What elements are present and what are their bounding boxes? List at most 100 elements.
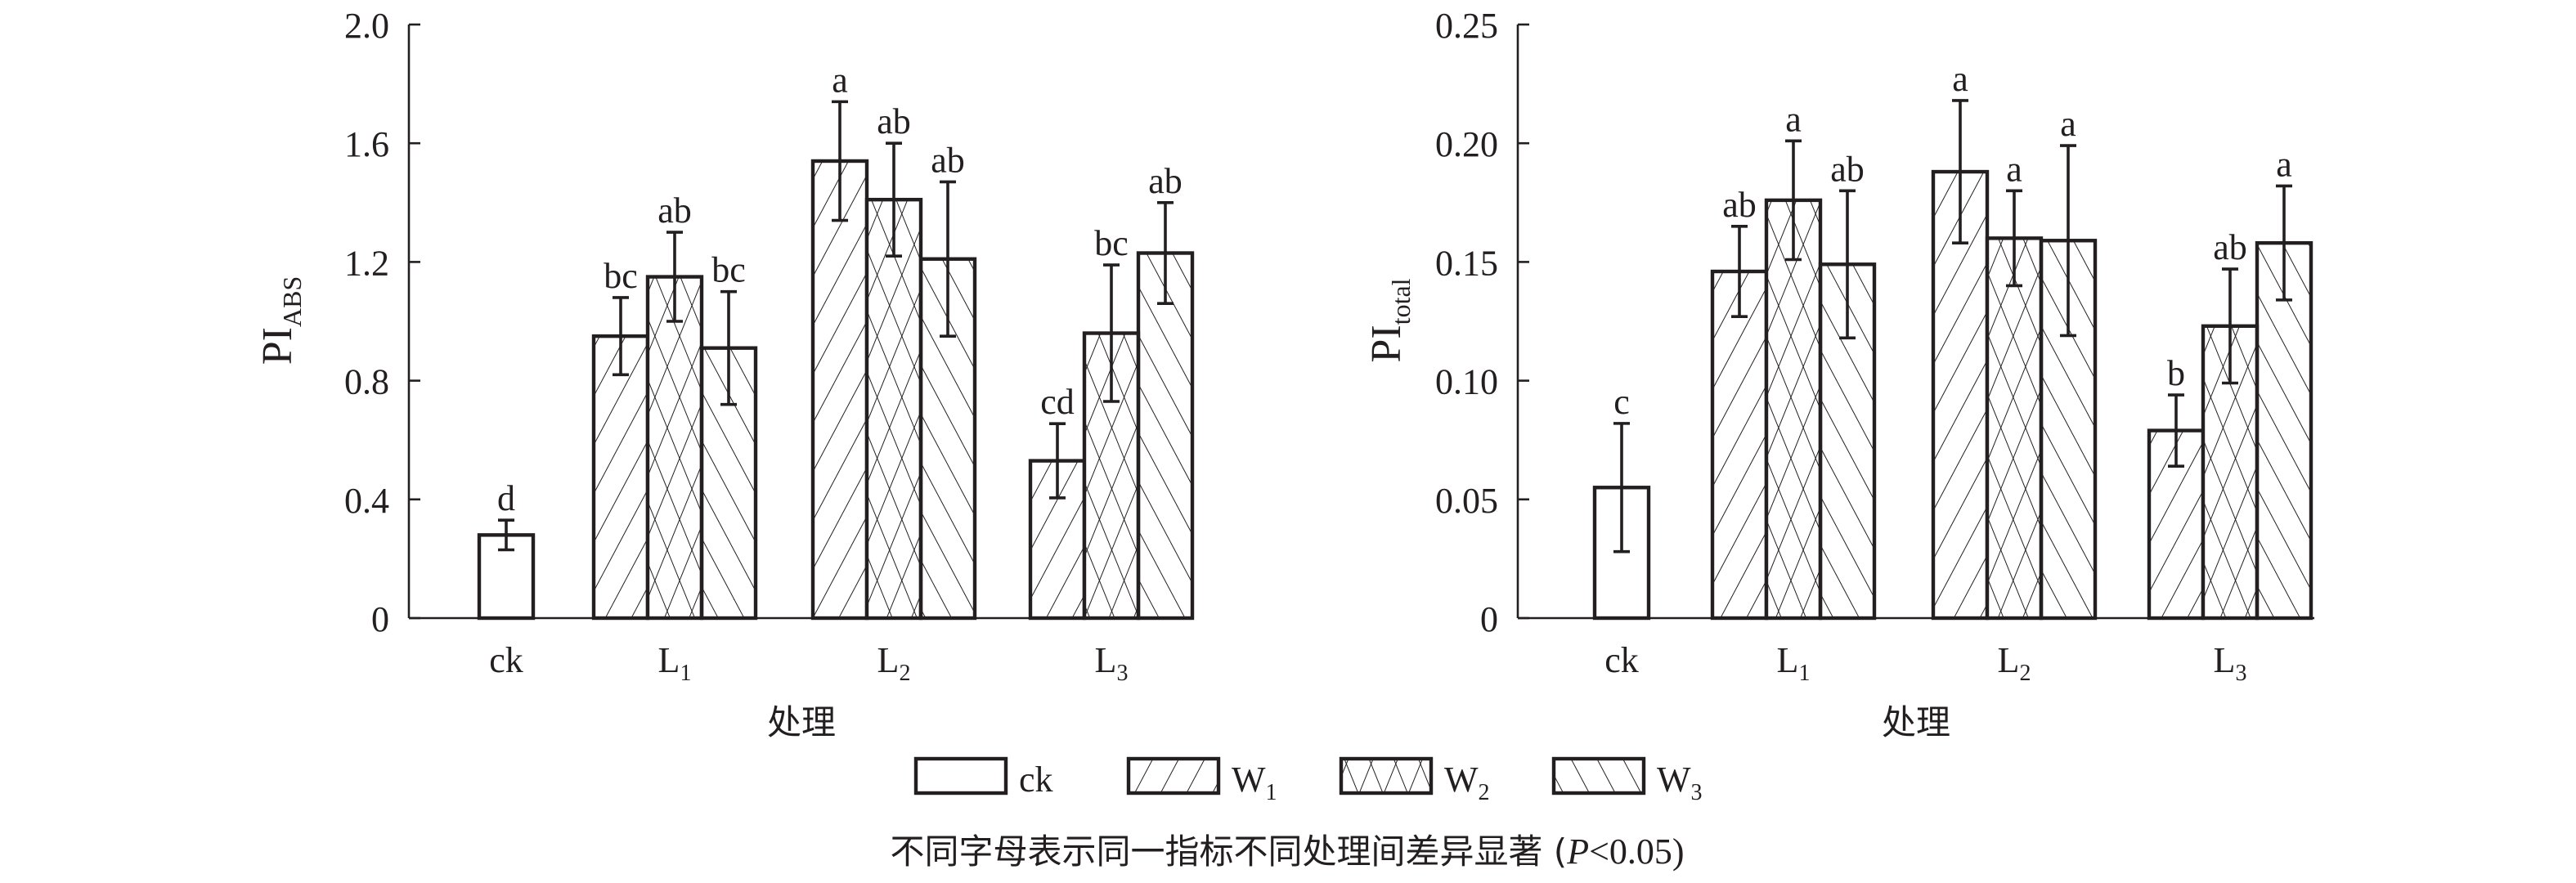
y-tick-label: 0.15 [1435, 243, 1498, 283]
y-axis-label: PIABS [254, 276, 307, 365]
significance-letter: ab [877, 101, 911, 141]
legend-swatch-hatch-b [1341, 759, 1431, 793]
legend-label: ck [1019, 760, 1053, 800]
legend-item-W1: W1 [1126, 756, 1277, 805]
legend-item-W3: W3 [1551, 756, 1703, 805]
bar-group-ck: d [477, 478, 536, 621]
bar-W1-fill [813, 160, 867, 619]
bar-W2-hatch-b [1766, 199, 1820, 618]
y-tick-label: 0.05 [1435, 481, 1498, 521]
significance-letter: ab [931, 140, 965, 180]
significance-letter: ab [1830, 149, 1865, 189]
x-tick-label: L1 [658, 640, 692, 686]
legend-label: W1 [1232, 760, 1277, 805]
y-axis-label: PItotal [1363, 278, 1416, 362]
legend-swatch-fill [1129, 759, 1218, 793]
significance-letter: d [497, 478, 515, 518]
chart-pi-total: 00.050.100.150.200.25PItotalcckabaabL1aa… [1363, 6, 2314, 742]
x-tick-label-main: ck [1604, 640, 1639, 680]
y-tick-label: 1.6 [344, 124, 389, 164]
x-tick-label: ck [1604, 640, 1639, 680]
bar-W2-hatch-b [867, 199, 921, 619]
significance-letter: ab [1148, 161, 1183, 201]
significance-letter: a [832, 60, 848, 100]
x-tick-label: ck [489, 640, 523, 680]
y-tick-label: 0.8 [344, 362, 389, 402]
caption-threshold: <0.05) [1589, 831, 1684, 872]
legend-label-sub: 2 [1479, 780, 1490, 805]
significance-letter: a [2006, 149, 2022, 189]
x-tick-label-sub: 3 [1116, 661, 1128, 686]
significance-letter: ab [1722, 185, 1757, 225]
legend-swatch-outline [1551, 756, 1646, 796]
bar-W2-hatch-b [1987, 238, 2041, 618]
bar-W1-fill [1712, 271, 1766, 618]
x-tick-label: L2 [1998, 640, 2031, 686]
x-tick-label-sub: 1 [680, 661, 691, 686]
significance-letter: a [1952, 59, 1968, 99]
legend-item-W2: W2 [1339, 756, 1490, 805]
y-tick-label: 0.20 [1435, 124, 1498, 164]
y-tick-label: 2.0 [344, 6, 389, 46]
legend-label-main: W [1232, 760, 1266, 800]
bar-group-ck: c [1592, 382, 1651, 621]
x-tick-label: L3 [2214, 640, 2247, 686]
x-tick-label-sub: 2 [899, 661, 910, 686]
bar-W1-fill [594, 336, 648, 618]
bar-W3-fill [1138, 253, 1192, 618]
x-tick-label-main: L [1095, 640, 1117, 680]
x-tick-label-sub: 3 [2235, 661, 2246, 686]
y-tick-label: 0.4 [344, 481, 389, 521]
legend-label-main: W [1444, 760, 1479, 800]
x-tick-label-main: L [2214, 640, 2236, 680]
significance-letter: a [2276, 144, 2292, 184]
y-axis-label-sub: ABS [277, 276, 307, 327]
legend-item-ck: ck [913, 756, 1053, 800]
caption: 不同字母表示同一指标不同处理间差异显著 (P<0.05) [890, 831, 1684, 872]
y-tick-label: 0 [371, 599, 389, 639]
legend-label: W3 [1657, 760, 1703, 805]
x-tick-label: L1 [1777, 640, 1811, 686]
significance-letter: bc [711, 250, 746, 290]
legend-label-main: ck [1019, 760, 1053, 800]
significance-letter: ab [657, 190, 692, 231]
bar-W2-hatch-b [648, 276, 702, 618]
significance-letter: b [2167, 353, 2185, 393]
y-tick-label: 0.25 [1435, 6, 1498, 46]
x-axis-label: 处理 [767, 702, 836, 742]
legend-label-sub: 3 [1691, 780, 1703, 805]
caption-text: 不同字母表示同一指标不同处理间差异显著 ( [890, 831, 1567, 872]
bar-group-L3: b ab a [2147, 144, 2313, 621]
legend-swatch-fill [916, 759, 1006, 793]
bar-W3-fill [2257, 243, 2311, 618]
y-axis-label-main: PI [254, 327, 301, 365]
legend-label: W2 [1444, 760, 1490, 805]
x-axis-label: 处理 [1882, 702, 1950, 742]
caption-p: P [1566, 831, 1589, 872]
y-tick-label: 0 [1480, 599, 1498, 639]
legend-swatch-outline [1339, 756, 1434, 796]
bar-group-L2: aaa [1931, 59, 2098, 621]
significance-letter: c [1613, 382, 1630, 422]
x-tick-label: L2 [877, 640, 911, 686]
x-tick-label-main: L [877, 640, 900, 680]
legend-label-sub: 1 [1266, 780, 1277, 805]
y-axis-label-sub: total [1386, 278, 1416, 325]
legend-swatch-outline [913, 756, 1008, 796]
y-tick-label: 0.10 [1435, 362, 1498, 402]
significance-letter: ab [2213, 227, 2247, 267]
significance-letter: bc [1094, 223, 1129, 263]
x-tick-label-main: L [1777, 640, 1799, 680]
x-tick-label-sub: 1 [1798, 661, 1810, 686]
chart-pi-abs: 00.40.81.21.62.0PIABSdckbcabbcL1aababL2c… [254, 6, 1195, 742]
significance-letter: a [1785, 99, 1802, 139]
significance-letter: cd [1040, 382, 1075, 422]
legend-swatch-fill [1554, 759, 1644, 793]
legend-label-main: W [1657, 760, 1691, 800]
significance-letter: a [2060, 104, 2076, 144]
